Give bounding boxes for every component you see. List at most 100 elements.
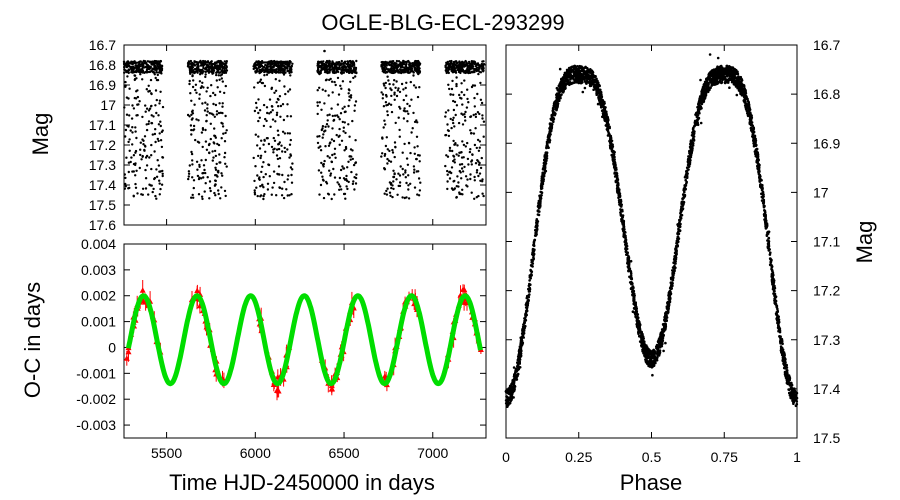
lightcurve-point [266, 111, 269, 115]
lightcurve-point [271, 186, 274, 189]
lightcurve-point [218, 161, 221, 164]
lightcurve-point [207, 68, 211, 71]
lightcurve-point [277, 66, 280, 69]
lightcurve-point [262, 186, 265, 189]
lightcurve-point [193, 64, 197, 67]
lightcurve-point [338, 66, 341, 69]
lightcurve-point [450, 187, 454, 190]
lightcurve-point [342, 177, 346, 180]
lightcurve-point [214, 166, 217, 169]
lightcurve-point [453, 158, 456, 161]
lightcurve-point [215, 162, 218, 166]
lightcurve-point [139, 141, 142, 144]
lightcurve-point [143, 135, 147, 138]
lightcurve-point [406, 60, 409, 63]
lightcurve-point [385, 136, 388, 139]
lightcurve-point [320, 108, 323, 112]
lightcurve-point [203, 168, 206, 172]
lightcurve-point [131, 104, 134, 107]
lightcurve-point [463, 79, 466, 82]
lightcurve-point [255, 60, 258, 63]
lightcurve-point [338, 176, 342, 180]
lightcurve-point [336, 76, 340, 80]
lightcurve-point [268, 175, 271, 178]
lightcurve-point [213, 115, 216, 119]
lightcurve-point [457, 154, 460, 157]
lightcurve-point [340, 66, 343, 70]
lightcurve-point [331, 70, 335, 74]
lightcurve-point [195, 91, 198, 95]
lightcurve-point [132, 154, 136, 157]
lightcurve-point [326, 65, 329, 69]
lightcurve-point [469, 132, 473, 135]
oc-point [139, 287, 146, 293]
lightcurve-point [412, 71, 415, 74]
lightcurve-point [200, 177, 203, 180]
lightcurve-point [191, 159, 194, 162]
lightcurve-point [206, 61, 209, 64]
lightcurve-point [453, 161, 456, 164]
lightcurve-point [385, 189, 388, 193]
lightcurve-point [341, 107, 344, 110]
lightcurve-point [135, 70, 138, 74]
lightcurve-point [407, 197, 411, 200]
lightcurve-point [460, 163, 464, 166]
lightcurve-point [461, 123, 465, 126]
lightcurve-point [187, 170, 191, 173]
lightcurve-point [211, 150, 214, 153]
lightcurve-point [406, 110, 409, 113]
lightcurve-point [455, 104, 459, 107]
lightcurve-point [382, 105, 386, 108]
lightcurve-point [352, 76, 355, 80]
lightcurve-point [219, 197, 222, 200]
lightcurve-point [291, 168, 294, 171]
lightcurve-point [190, 113, 193, 117]
lightcurve-point [400, 69, 404, 73]
lightcurve-point [393, 91, 396, 94]
lightcurve-point [463, 93, 466, 97]
lightcurve-point [472, 60, 475, 63]
lightcurve-point [206, 63, 209, 67]
lightcurve-point [407, 71, 410, 75]
lightcurve-point [415, 135, 419, 138]
lightcurve-point [262, 175, 265, 179]
lightcurve-point [416, 193, 419, 196]
lightcurve-point [288, 156, 291, 159]
lightcurve-point [401, 167, 404, 171]
lightcurve-point [131, 65, 134, 69]
lightcurve-point [323, 70, 327, 74]
lightcurve-point [393, 98, 396, 102]
lightcurve-point [281, 103, 285, 106]
lightcurve-point [209, 189, 212, 193]
lightcurve-point [474, 113, 477, 116]
phase-point [552, 120, 555, 123]
lightcurve-point [154, 76, 157, 80]
lightcurve-point [320, 161, 323, 165]
lightcurve-point [446, 180, 449, 183]
lightcurve-point [458, 163, 462, 166]
lightcurve-point [209, 94, 212, 98]
lightcurve-point [271, 105, 274, 108]
lightcurve-point [256, 174, 259, 177]
lightcurve-point [464, 64, 467, 67]
lightcurve-point [404, 86, 407, 90]
lightcurve-point [449, 117, 452, 121]
lightcurve-point [461, 188, 464, 191]
lightcurve-point [395, 80, 398, 83]
lightcurve-point [145, 61, 148, 65]
lightcurve-point [187, 63, 190, 66]
lightcurve-point [217, 189, 220, 192]
lightcurve-point [335, 133, 338, 137]
lightcurve-point [346, 60, 350, 63]
lightcurve-point [161, 174, 164, 178]
lightcurve-point [283, 66, 287, 70]
lightcurve-point [148, 89, 151, 93]
lightcurve-ytick-label: 17.3 [89, 157, 116, 173]
lightcurve-point [405, 157, 409, 160]
lightcurve-point [137, 61, 140, 64]
lightcurve-point [145, 128, 149, 132]
lightcurve-point [320, 60, 323, 63]
lightcurve-point [456, 144, 459, 147]
lightcurve-point [452, 63, 455, 66]
lightcurve-point [288, 194, 291, 197]
